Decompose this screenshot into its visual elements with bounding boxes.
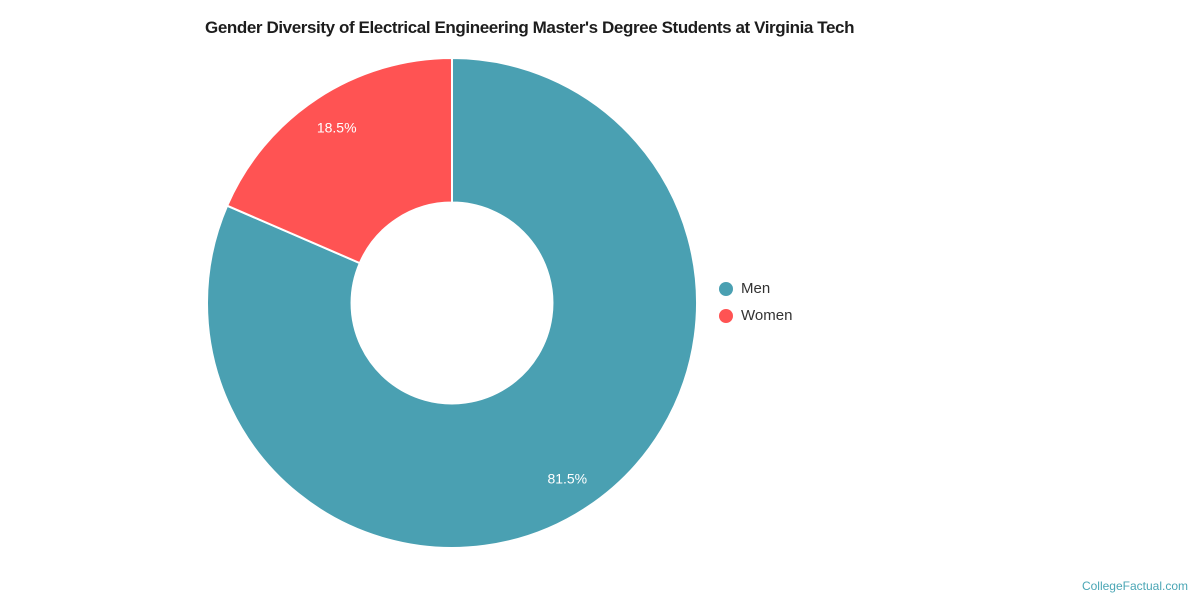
- legend-item-label: Women: [741, 307, 793, 324]
- donut-chart-svg: 81.5% 18.5%: [206, 57, 698, 549]
- watermark-link[interactable]: CollegeFactual.com: [1081, 579, 1188, 593]
- chart-title: Gender Diversity of Electrical Engineeri…: [205, 18, 855, 37]
- slice-percentage-label: 81.5%: [547, 471, 587, 487]
- pie-slice-men[interactable]: [206, 57, 698, 549]
- donut-chart: 81.5% 18.5%: [206, 57, 698, 549]
- legend-item-women[interactable]: Women: [719, 308, 792, 324]
- legend-item-men[interactable]: Men: [719, 281, 792, 297]
- pie-slice-women[interactable]: [226, 57, 453, 265]
- legend: Men Women: [719, 281, 792, 324]
- women-legend-swatch-icon: [719, 309, 733, 323]
- legend-item-label: Men: [741, 280, 771, 297]
- men-legend-swatch-icon: [719, 282, 733, 296]
- slice-percentage-label: 18.5%: [317, 120, 357, 136]
